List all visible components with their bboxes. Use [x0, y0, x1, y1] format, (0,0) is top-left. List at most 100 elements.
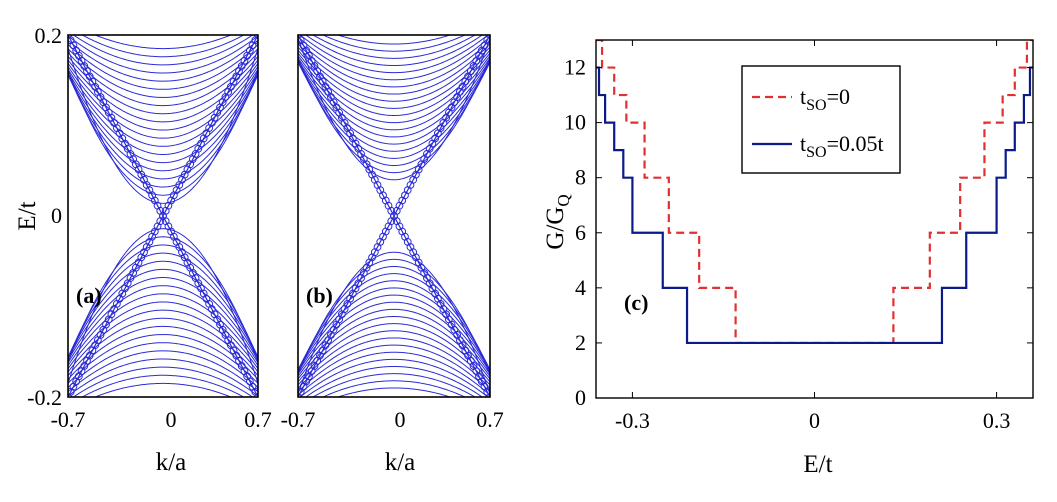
panel-b-bulk-band-valence-10 [298, 323, 490, 383]
panel-a-bulk-band-conduction-0 [68, 47, 258, 204]
panel-c-series-tso005 [596, 66, 1033, 345]
legend-label-tso005: tSO=0.05t [800, 131, 884, 161]
panel-a-frame [67, 34, 259, 398]
panel-c-series [596, 40, 1033, 345]
panel-a-bulk-band-conduction-3 [68, 74, 258, 180]
panel-a-bulk-band-valence-7 [68, 285, 258, 364]
panel-a-bulk-band-conduction-15 [68, 39, 258, 82]
panel-a-bulk-band-valence-16 [68, 358, 258, 397]
panel-b-bulk-band-conduction-0 [298, 37, 490, 181]
panel-a-bulk-band-valence-6 [68, 277, 258, 361]
panel-b-bulk-band-conduction-12 [298, 43, 490, 95]
panel-a-bulk-band-conduction-17 [72, 35, 254, 66]
panel-b-bulk-band-valence-19 [336, 387, 452, 397]
panel-a-xlabel: k/a [156, 449, 187, 476]
panel-a-bulk-band-conduction-12 [68, 52, 258, 107]
panel-b-bulk-band-conduction-1 [298, 57, 490, 174]
panel-b-frame [297, 34, 491, 398]
panel-c: 0 2 4 6 8 10 12 -0.3 0 0.3 E/t G/GQ (c) tSO=0 tSO… [542, 39, 1034, 478]
panel-b-bulk-band-valence-12 [298, 337, 490, 389]
panel-a-label: (a) [76, 283, 102, 308]
panel-c-xlabel: E/t [803, 451, 832, 478]
panel-a-bulk-band-conduction-8 [68, 66, 258, 139]
panel-a-bulk-band-conduction-18 [81, 35, 245, 58]
panel-b-bulk-band-valence-9 [298, 315, 490, 380]
panel-b: -0.7 0 0.7 k/a (b) [281, 34, 504, 476]
panel-c-xtick-label: -0.3 [615, 408, 650, 433]
panel-a-bulk-band-valence-12 [68, 325, 258, 380]
panel-b-bulk-band-conduction-11 [298, 46, 490, 102]
panel-b-bulk-band-conduction-3 [298, 62, 490, 159]
panel-b-bulk-band-conduction-19 [336, 35, 452, 45]
panel-c-xtick-label: 0.3 [983, 408, 1011, 433]
panel-c-ytick-label: 8 [575, 165, 586, 190]
panel-b-bulk-band-valence-5 [298, 287, 490, 371]
panel-a-bulk-band-valence-15 [68, 350, 258, 393]
panel-b-bulk-band-valence-18 [321, 380, 467, 397]
panel-b-bulk-band-valence-14 [298, 351, 490, 396]
panel-b-bulk-band-valence-2 [298, 265, 490, 372]
panel-a-bulk-band-conduction-19 [93, 35, 233, 50]
panel-a-bulk-band-conduction-11 [68, 56, 258, 115]
panel-a-bulk-band-valence-17 [72, 366, 254, 397]
panel-a-ytick-mid: 0 [51, 203, 62, 228]
panel-c-ylabel: G/GQ [542, 194, 573, 249]
panel-a-bulk-band-valence-11 [68, 317, 258, 376]
panel-b-bands [298, 35, 490, 397]
panel-a: 0.2 0 -0.2 -0.7 0 0.7 k/a E/t (a) [14, 23, 272, 476]
panel-b-bulk-band-conduction-17 [312, 35, 476, 59]
panel-a-bulk-band-valence-14 [68, 342, 258, 388]
panel-a-bulk-band-conduction-4 [68, 74, 258, 172]
panel-a-bands [68, 35, 258, 397]
panel-a-bulk-band-conduction-1 [68, 69, 258, 196]
panel-b-xtick-mid: 0 [395, 407, 406, 432]
legend-box [741, 65, 901, 174]
panel-b-bulk-band-valence-11 [298, 330, 490, 386]
panel-a-bulk-band-valence-1 [68, 236, 258, 363]
panel-b-bulk-band-valence-7 [298, 301, 490, 375]
panel-b-bulk-band-conduction-18 [321, 35, 467, 52]
panel-a-bulk-band-conduction-10 [68, 59, 258, 123]
panel-b-bulk-band-valence-3 [298, 273, 490, 370]
panel-c-ytick-label: 10 [564, 110, 586, 135]
panel-b-bulk-band-conduction-7 [298, 57, 490, 131]
panel-b-xlabel: k/a [385, 449, 416, 476]
panel-b-bulk-band-valence-13 [298, 344, 490, 392]
panel-b-label: (b) [306, 283, 333, 308]
panel-b-bulk-band-valence-4 [298, 280, 490, 371]
panel-a-bulk-band-valence-19 [93, 382, 233, 397]
panel-b-bulk-band-conduction-15 [299, 35, 489, 74]
panel-a-bulk-band-valence-10 [68, 309, 258, 373]
panel-b-xtick-right: 0.7 [476, 407, 504, 432]
panel-c-label: (c) [624, 290, 648, 315]
panel-b-bulk-band-valence-16 [304, 366, 484, 397]
panel-b-bulk-band-conduction-10 [298, 49, 490, 109]
panel-b-edge-state-line-falling [298, 35, 490, 397]
panel-c-ytick-label: 2 [575, 330, 586, 355]
panel-c-legend: tSO=0 tSO=0.05t [741, 65, 901, 174]
panel-a-bulk-band-valence-0 [68, 228, 258, 385]
panel-b-bulk-band-conduction-14 [298, 36, 490, 81]
panel-a-bulk-band-conduction-13 [68, 48, 258, 98]
panel-b-bulk-band-conduction-5 [298, 61, 490, 145]
panel-a-bulk-band-valence-18 [81, 374, 245, 397]
panel-a-bulk-band-conduction-2 [68, 73, 258, 188]
panel-a-bulk-band-valence-8 [68, 293, 258, 366]
panel-c-xtick-label: 0 [809, 408, 820, 433]
panel-c-ytick-label: 0 [575, 385, 586, 410]
panel-a-ytick-top: 0.2 [35, 23, 63, 48]
panel-b-xtick-left: -0.7 [281, 407, 316, 432]
panel-a-ytick-bottom: -0.2 [27, 385, 62, 410]
panel-b-bulk-band-valence-0 [298, 251, 490, 395]
panel-a-bulk-band-conduction-5 [68, 73, 258, 164]
panel-b-bulk-band-conduction-6 [298, 59, 490, 138]
panel-a-bulk-band-conduction-7 [68, 68, 258, 147]
panel-a-bulk-band-conduction-16 [68, 35, 258, 74]
panel-b-bulk-band-conduction-4 [298, 61, 490, 152]
panel-b-bulk-band-conduction-13 [298, 40, 490, 88]
panel-a-bulk-band-valence-3 [68, 252, 258, 358]
panel-a-bulk-band-valence-4 [68, 260, 258, 358]
panel-a-bulk-band-valence-5 [68, 268, 258, 359]
